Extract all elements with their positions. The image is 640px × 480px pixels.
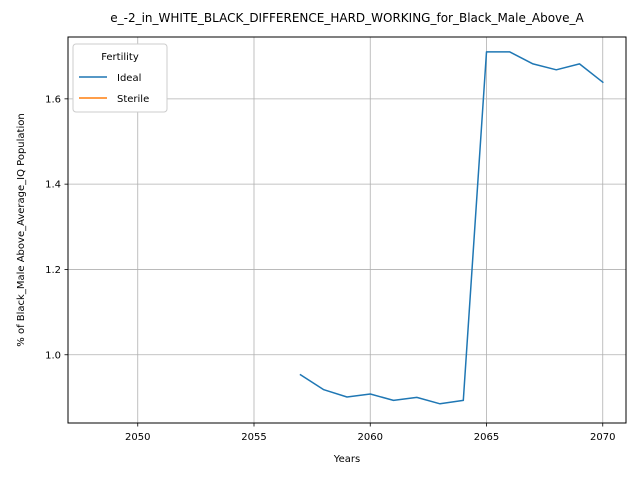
x-tick-label: 2060 xyxy=(358,432,383,443)
y-tick-label: 1.2 xyxy=(45,265,61,276)
y-axis-label: % of Black_Male Above_Average_IQ Populat… xyxy=(16,113,27,346)
chart-title: e_-2_in_WHITE_BLACK_DIFFERENCE_HARD_WORK… xyxy=(110,11,584,25)
y-tick-label: 1.0 xyxy=(45,350,61,361)
x-axis-ticks: 2050 2055 2060 2065 2070 xyxy=(125,423,615,443)
legend-label-sterile: Sterile xyxy=(117,94,149,105)
y-tick-label: 1.6 xyxy=(45,94,61,105)
legend-box xyxy=(72,43,168,113)
x-tick-label: 2050 xyxy=(125,432,150,443)
legend-label-ideal: Ideal xyxy=(117,73,141,84)
series-lines xyxy=(299,51,604,405)
x-tick-label: 2065 xyxy=(474,432,499,443)
y-axis-ticks: 1.0 1.2 1.4 1.6 xyxy=(45,94,68,361)
y-tick-label: 1.4 xyxy=(45,180,61,191)
x-tick-label: 2070 xyxy=(590,432,615,443)
x-tick-label: 2055 xyxy=(241,432,266,443)
grid-lines xyxy=(68,37,626,423)
legend: Fertility Ideal Sterile xyxy=(72,43,168,113)
legend-title: Fertility xyxy=(101,52,139,63)
series-line-ideal xyxy=(299,51,604,405)
plot-frame xyxy=(67,36,627,424)
x-axis-label: Years xyxy=(333,454,360,465)
